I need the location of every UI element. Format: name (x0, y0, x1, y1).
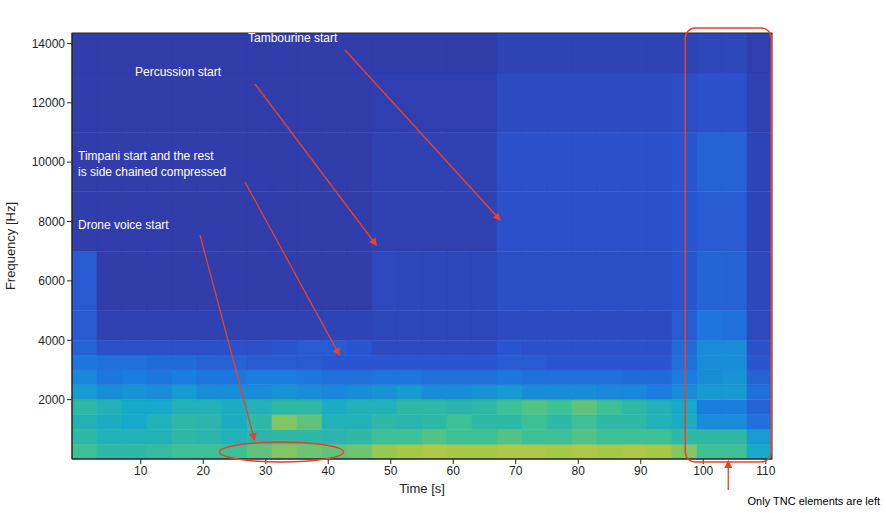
svg-text:Only TNC elements are left: Only TNC elements are left (748, 495, 880, 507)
svg-text:80: 80 (572, 464, 586, 478)
svg-text:70: 70 (509, 464, 523, 478)
svg-text:60: 60 (447, 464, 461, 478)
svg-text:20: 20 (197, 464, 211, 478)
svg-text:50: 50 (384, 464, 398, 478)
svg-text:4000: 4000 (38, 334, 65, 348)
svg-text:30: 30 (259, 464, 273, 478)
svg-text:14000: 14000 (32, 37, 66, 51)
svg-text:40: 40 (322, 464, 336, 478)
svg-text:90: 90 (634, 464, 648, 478)
svg-text:2000: 2000 (38, 393, 65, 407)
svg-text:110: 110 (756, 464, 775, 478)
svg-text:Timpani start and the restis s: Timpani start and the restis side chaine… (78, 149, 226, 179)
svg-text:100: 100 (693, 464, 713, 478)
svg-text:Percussion start: Percussion start (135, 65, 222, 79)
svg-text:10: 10 (134, 464, 148, 478)
svg-text:Frequency [Hz]: Frequency [Hz] (3, 202, 18, 290)
svg-text:8000: 8000 (38, 215, 65, 229)
svg-text:Drone voice start: Drone voice start (78, 218, 169, 232)
svg-text:10000: 10000 (32, 155, 66, 169)
svg-text:Time [s]: Time [s] (399, 481, 445, 496)
svg-text:12000: 12000 (32, 96, 66, 110)
svg-text:Tambourine start: Tambourine start (248, 31, 338, 45)
svg-text:6000: 6000 (38, 274, 65, 288)
